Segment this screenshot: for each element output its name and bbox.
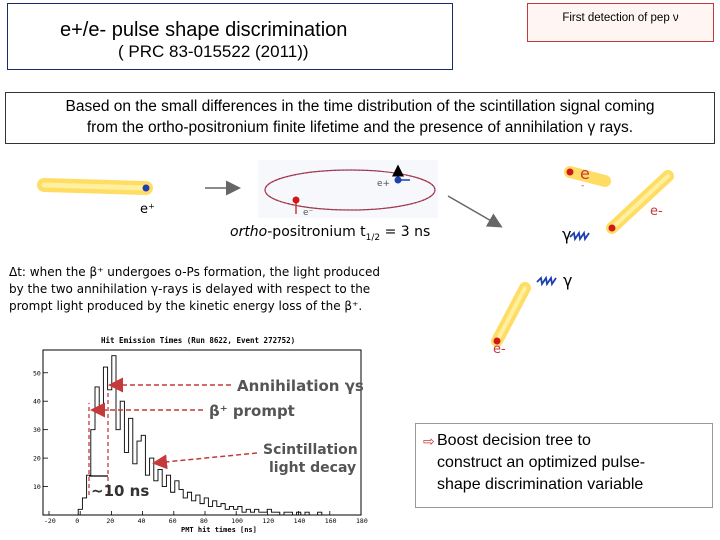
positron-dot [142, 184, 150, 192]
slide-reference: ( PRC 83-015522 (2011)) [118, 42, 309, 61]
x-tick-label: 100 [231, 517, 243, 525]
electron-top-label: e [580, 164, 590, 183]
positronium-orbit [258, 160, 438, 218]
y-tick-label: 20 [33, 455, 41, 463]
electron-right-label: e- [650, 204, 663, 219]
bullet-box [415, 423, 713, 508]
annotation-scintillation: Scintillation [263, 442, 358, 458]
x-tick-label: 0 [75, 517, 79, 525]
gamma-2-label: γ [563, 271, 572, 290]
electron-track-right [606, 170, 674, 234]
electron-bottom-label: e- [493, 342, 506, 357]
x-axis-ticks: -20 0 20 40 60 80 100 120 140 160 180 [44, 511, 368, 525]
bullet-arrow-icon: ⇨ [423, 433, 435, 449]
title-box [7, 3, 453, 70]
x-tick-label: 40 [138, 517, 146, 525]
x-tick-label: 180 [356, 517, 368, 525]
y-tick-label: 40 [33, 398, 41, 406]
x-tick-label: 20 [106, 517, 114, 525]
caption-ortho: ortho [230, 224, 268, 240]
delta-t-line-2: by the two annihilation γ-rays is delaye… [9, 282, 371, 296]
delta-t-line-3: prompt light produced by the kinetic ene… [9, 299, 363, 313]
y-axis-ticks: 50 40 30 20 10 [33, 369, 48, 491]
bullet-line-1: Boost decision tree to [437, 432, 591, 449]
y-tick-label: 50 [33, 369, 41, 377]
scintillation-arrow [152, 452, 258, 470]
annotation-delay: ~10 ns [91, 482, 150, 500]
orbit-electron-label: e⁻ [303, 208, 314, 218]
caption-positronium: -positronium t [267, 224, 366, 240]
y-tick-label: 10 [33, 483, 41, 491]
bullet-line-2: construct an optimized pulse- [437, 454, 646, 471]
slide-title: e+/e- pulse shape discrimination [60, 19, 348, 41]
electron-track-bottom [491, 282, 531, 347]
positron-label: e⁺ [140, 202, 155, 217]
positron-track [37, 178, 153, 195]
gamma-ray-2 [536, 275, 557, 287]
histogram-line [53, 355, 331, 516]
histogram-axes [42, 349, 362, 516]
bullet-line-3: shape discrimination variable [437, 476, 644, 493]
gamma-1-label: γ [562, 225, 571, 244]
pep-badge: First detection of pep ν [527, 3, 714, 42]
positronium-caption: ortho-positronium t1/2 = 3 ns [230, 224, 430, 243]
histogram-title: Hit Emission Times (Run 8622, Event 2727… [101, 336, 295, 345]
decay-arrow [447, 195, 503, 228]
gamma-ray-1 [569, 230, 590, 242]
caption-half-life-value: = 3 ns [380, 224, 431, 240]
annotation-annihilation-gammas: Annihilation γs [237, 377, 364, 395]
description-line-2: from the ortho-positronium finite lifeti… [86, 119, 634, 136]
delta-t-explanation: Δt: when the β⁺ undergoes o-Ps formation… [9, 264, 429, 315]
description-line-1: Based on the small differences in the ti… [65, 98, 655, 115]
annotation-beta-prompt: β⁺ prompt [209, 402, 295, 420]
electron-track-top [564, 166, 611, 187]
x-tick-label: 140 [294, 517, 306, 525]
y-tick-label: 30 [33, 426, 41, 434]
hit-time-histogram: Hit Emission Times (Run 8622, Event 2727… [31, 335, 391, 535]
annotation-light-decay: light decay [269, 460, 357, 476]
orbit-positron-label: e+ [377, 179, 390, 189]
x-tick-label: 80 [200, 517, 208, 525]
x-tick-label: 60 [169, 517, 177, 525]
histogram-xlabel: PMT hit times [ns] [181, 526, 257, 534]
delta-t-line-1: Δt: when the β⁺ undergoes o-Ps formation… [9, 265, 380, 279]
x-tick-label: 160 [325, 517, 337, 525]
x-tick-label: -20 [44, 517, 56, 525]
caption-half-life-sub: 1/2 [365, 232, 381, 243]
electron-top-minus: - [581, 181, 584, 191]
x-tick-label: 120 [262, 517, 274, 525]
bullet-text: Boost decision tree to construct an opti… [437, 430, 707, 496]
description-box: Based on the small differences in the ti… [5, 92, 715, 144]
pep-badge-text: First detection of pep ν [562, 11, 679, 24]
